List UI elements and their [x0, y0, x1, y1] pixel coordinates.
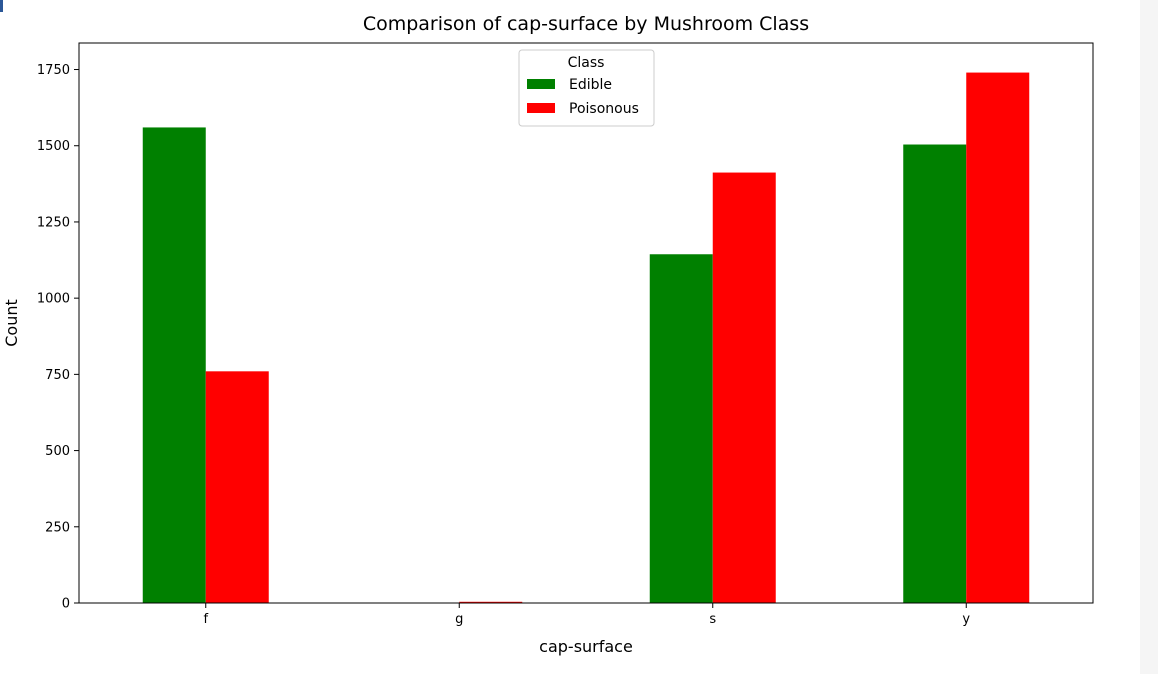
- bar-poisonous-g: [459, 601, 523, 603]
- plot-frame: [78, 42, 1094, 604]
- y-tick-label: 500: [45, 444, 70, 459]
- y-tick-label: 1500: [37, 139, 70, 154]
- x-tick-label: s: [709, 612, 716, 627]
- x-tick-label: y: [962, 612, 970, 627]
- bar-poisonous-y: [966, 72, 1030, 604]
- legend: Class Edible Poisonous: [518, 49, 655, 127]
- y-tick-label: 1000: [37, 292, 70, 307]
- y-tick-label: 750: [45, 368, 70, 383]
- bar-edible-s: [649, 254, 713, 603]
- corner-mark: [0, 0, 3, 12]
- y-tick-label: 250: [45, 520, 70, 535]
- x-tick-label: f: [203, 612, 208, 627]
- bars-group: [142, 72, 1030, 604]
- bar-edible-f: [142, 127, 206, 604]
- legend-swatch-poisonous: [527, 103, 555, 113]
- x-axis-label: cap-surface: [539, 637, 633, 656]
- legend-label-edible: Edible: [569, 77, 612, 93]
- bar-poisonous-s: [712, 172, 776, 603]
- side-strip: [1140, 0, 1158, 674]
- legend-label-poisonous: Poisonous: [569, 101, 639, 117]
- y-axis-label: Count: [2, 299, 21, 347]
- legend-swatch-edible: [527, 79, 555, 89]
- legend-title: Class: [568, 55, 605, 71]
- chart-title: Comparison of cap-surface by Mushroom Cl…: [363, 13, 809, 35]
- y-tick-label: 1250: [37, 215, 70, 230]
- legend-entries: Edible Poisonous: [527, 77, 639, 117]
- bar-edible-y: [903, 144, 967, 603]
- y-tick-label: 0: [62, 597, 70, 612]
- y-tick-label: 1750: [37, 63, 70, 78]
- bar-poisonous-f: [205, 371, 269, 603]
- x-tick-label: g: [455, 612, 463, 627]
- y-ticks: 0 250 500 750 1000 1250 1500 1750: [37, 63, 79, 612]
